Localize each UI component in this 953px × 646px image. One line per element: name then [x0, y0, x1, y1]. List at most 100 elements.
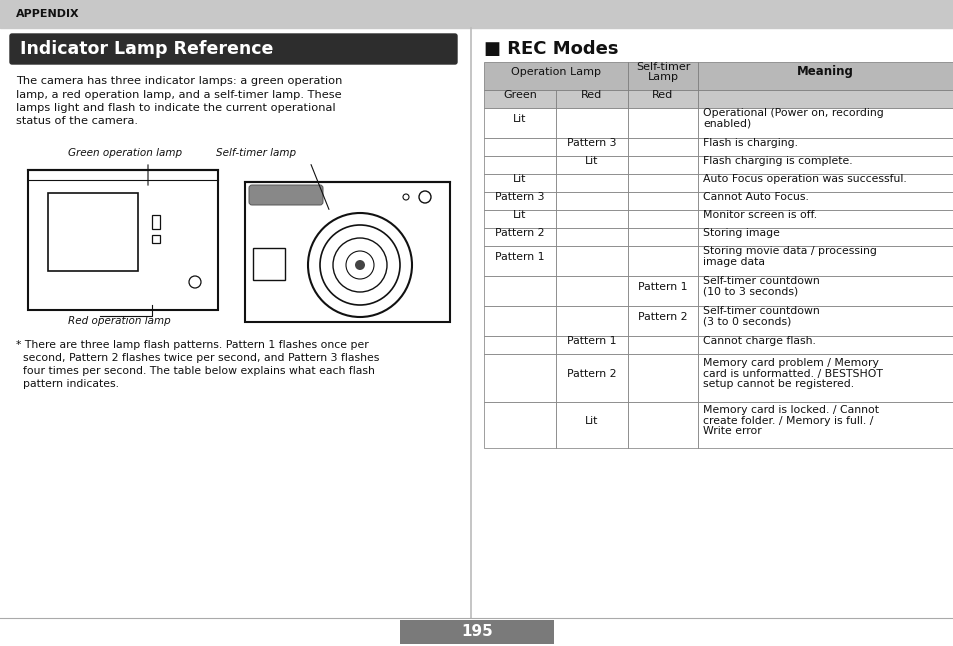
- Bar: [627, 246, 698, 276]
- Bar: [627, 210, 698, 228]
- Text: Indicator Lamp Reference: Indicator Lamp Reference: [20, 40, 274, 58]
- Text: Pattern 3: Pattern 3: [495, 192, 544, 202]
- Bar: [627, 336, 698, 354]
- Bar: [698, 210, 952, 228]
- Text: four times per second. The table below explains what each flash: four times per second. The table below e…: [16, 366, 375, 376]
- Bar: [698, 156, 952, 174]
- Bar: [556, 336, 627, 354]
- Text: Flash charging is complete.: Flash charging is complete.: [702, 156, 852, 166]
- Text: Storing movie data / processing: Storing movie data / processing: [702, 247, 876, 256]
- Text: status of the camera.: status of the camera.: [16, 116, 138, 127]
- Text: Lit: Lit: [585, 416, 598, 426]
- Bar: [483, 276, 556, 306]
- Text: Self-timer lamp: Self-timer lamp: [215, 148, 295, 158]
- Bar: [483, 90, 556, 108]
- Text: Auto Focus operation was successful.: Auto Focus operation was successful.: [702, 174, 905, 183]
- Bar: [556, 246, 627, 276]
- Text: Cannot Auto Focus.: Cannot Auto Focus.: [702, 192, 808, 202]
- Bar: [627, 62, 698, 90]
- Bar: [698, 336, 952, 354]
- Bar: [152, 215, 160, 229]
- Text: image data: image data: [702, 257, 764, 267]
- Bar: [399, 620, 554, 644]
- Bar: [627, 138, 698, 156]
- Text: Red: Red: [580, 90, 602, 99]
- Text: Monitor screen is off.: Monitor screen is off.: [702, 210, 817, 220]
- Text: Meaning: Meaning: [796, 65, 853, 78]
- Bar: [483, 336, 556, 354]
- Bar: [556, 306, 627, 336]
- Bar: [627, 276, 698, 306]
- Bar: [698, 90, 952, 108]
- Bar: [483, 156, 556, 174]
- Text: * There are three lamp flash patterns. Pattern 1 flashes once per: * There are three lamp flash patterns. P…: [16, 340, 369, 350]
- Bar: [627, 174, 698, 192]
- Bar: [483, 210, 556, 228]
- Text: pattern indicates.: pattern indicates.: [16, 379, 119, 389]
- Bar: [556, 174, 627, 192]
- Text: (10 to 3 seconds): (10 to 3 seconds): [702, 287, 798, 297]
- Text: Red operation lamp: Red operation lamp: [68, 316, 171, 326]
- Bar: [483, 246, 556, 276]
- Bar: [556, 108, 627, 138]
- Text: Self-timer countdown: Self-timer countdown: [702, 276, 819, 286]
- Text: Operational (Power on, recording: Operational (Power on, recording: [702, 109, 882, 118]
- Bar: [483, 138, 556, 156]
- Text: lamp, a red operation lamp, and a self-timer lamp. These: lamp, a red operation lamp, and a self-t…: [16, 90, 341, 99]
- Text: Green operation lamp: Green operation lamp: [68, 148, 182, 158]
- Bar: [556, 138, 627, 156]
- Text: Lit: Lit: [513, 174, 526, 183]
- FancyBboxPatch shape: [10, 34, 456, 64]
- Text: Pattern 3: Pattern 3: [567, 138, 616, 148]
- Circle shape: [355, 260, 365, 270]
- Text: enabled): enabled): [702, 119, 750, 129]
- Text: Lit: Lit: [513, 210, 526, 220]
- Text: setup cannot be registered.: setup cannot be registered.: [702, 379, 853, 390]
- Text: Pattern 2: Pattern 2: [567, 369, 616, 379]
- Bar: [698, 138, 952, 156]
- Text: Lit: Lit: [585, 156, 598, 166]
- Text: second, Pattern 2 flashes twice per second, and Pattern 3 flashes: second, Pattern 2 flashes twice per seco…: [16, 353, 379, 363]
- Bar: [483, 62, 627, 90]
- Text: create folder. / Memory is full. /: create folder. / Memory is full. /: [702, 416, 872, 426]
- Bar: [627, 228, 698, 246]
- Text: Pattern 1: Pattern 1: [495, 252, 544, 262]
- Text: ■ REC Modes: ■ REC Modes: [483, 40, 618, 58]
- Text: 195: 195: [460, 625, 493, 640]
- Bar: [48, 193, 138, 271]
- Bar: [483, 174, 556, 192]
- Bar: [483, 306, 556, 336]
- Text: Lit: Lit: [513, 114, 526, 124]
- Text: Green: Green: [502, 90, 537, 99]
- Bar: [627, 156, 698, 174]
- Bar: [698, 228, 952, 246]
- Bar: [483, 354, 556, 402]
- Bar: [556, 192, 627, 210]
- Bar: [483, 192, 556, 210]
- Bar: [253, 248, 285, 280]
- Text: Self-timer: Self-timer: [635, 61, 689, 72]
- Bar: [556, 228, 627, 246]
- Bar: [556, 354, 627, 402]
- Bar: [483, 108, 556, 138]
- Bar: [698, 354, 952, 402]
- Bar: [556, 156, 627, 174]
- Text: Memory card is locked. / Cannot: Memory card is locked. / Cannot: [702, 405, 878, 415]
- Text: Flash is charging.: Flash is charging.: [702, 138, 797, 148]
- Bar: [556, 402, 627, 448]
- Text: Write error: Write error: [702, 426, 760, 436]
- Text: Pattern 2: Pattern 2: [638, 312, 687, 322]
- Text: Storing image: Storing image: [702, 228, 779, 238]
- FancyBboxPatch shape: [249, 185, 323, 205]
- Bar: [556, 276, 627, 306]
- Text: Self-timer countdown: Self-timer countdown: [702, 306, 819, 317]
- Bar: [627, 192, 698, 210]
- Bar: [698, 62, 952, 90]
- Bar: [627, 354, 698, 402]
- Bar: [698, 402, 952, 448]
- Text: lamps light and flash to indicate the current operational: lamps light and flash to indicate the cu…: [16, 103, 335, 113]
- Bar: [627, 402, 698, 448]
- Text: Memory card problem / Memory: Memory card problem / Memory: [702, 359, 878, 368]
- Bar: [483, 228, 556, 246]
- Text: Pattern 2: Pattern 2: [495, 228, 544, 238]
